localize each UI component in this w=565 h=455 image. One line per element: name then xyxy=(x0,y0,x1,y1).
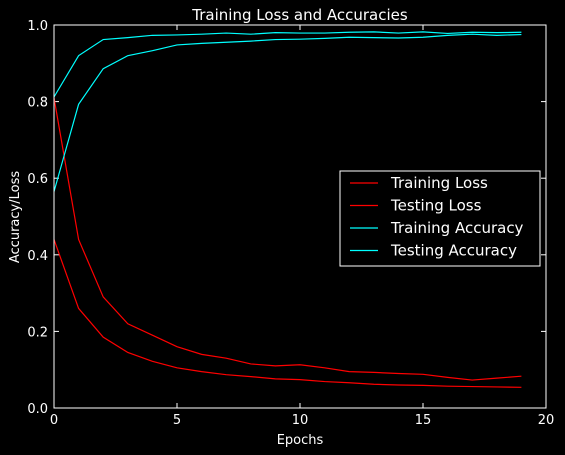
y-tick-label: 0.8 xyxy=(27,96,48,111)
plot-frame xyxy=(53,24,547,409)
x-tick-label: 10 xyxy=(292,413,309,428)
series-line-testing-accuracy xyxy=(53,31,522,98)
y-tick-label: 0.2 xyxy=(27,325,48,340)
chart-title: Training Loss and Accuracies xyxy=(191,6,408,24)
y-tick-label: 1.0 xyxy=(27,19,48,34)
series-line-testing-loss xyxy=(53,239,522,388)
y-tick-label: 0.0 xyxy=(27,402,48,417)
legend-label: Testing Loss xyxy=(390,197,482,215)
x-tick-label: 15 xyxy=(415,413,432,428)
y-tick-label: 0.6 xyxy=(27,172,48,187)
series-line-training-loss xyxy=(53,97,522,381)
legend-label: Training Accuracy xyxy=(390,219,524,237)
series-line-training-accuracy xyxy=(53,33,522,192)
legend-label: Training Loss xyxy=(390,174,488,192)
y-tick-label: 0.4 xyxy=(27,249,48,264)
axis-ticks: 0 5 10 15 20 0.0 0.2 0.4 0.6 0.8 1.0 xyxy=(27,19,554,428)
x-tick-label: 5 xyxy=(173,413,181,428)
y-axis-label: Accuracy/Loss xyxy=(8,171,23,263)
x-tick-label: 0 xyxy=(50,413,58,428)
x-tick-label: 20 xyxy=(538,413,555,428)
series-lines xyxy=(53,31,522,388)
legend-label: Testing Accuracy xyxy=(390,242,517,260)
legend: Training Loss Testing Loss Training Accura… xyxy=(339,170,541,267)
x-axis-label: Epochs xyxy=(277,433,324,448)
